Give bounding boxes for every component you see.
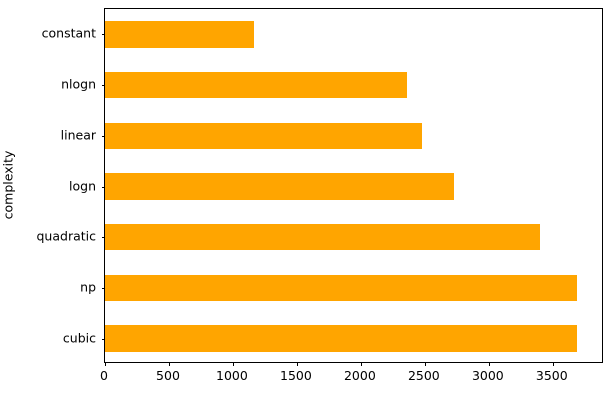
- x-tick-label: 1500: [280, 368, 312, 383]
- x-tick-mark: [552, 362, 554, 366]
- y-tick-mark: [101, 237, 105, 239]
- y-tick-label: linear: [60, 127, 96, 143]
- y-tick-label: logn: [69, 178, 96, 193]
- x-tick-label: 1000: [216, 368, 248, 383]
- x-tick-mark: [105, 362, 107, 366]
- y-axis-tick-labels: constant nlogn linear logn quadratic np cubic: [0, 0, 97, 413]
- x-tick-mark: [360, 362, 362, 366]
- y-tick-label: nlogn: [61, 76, 96, 92]
- bar: [105, 325, 578, 352]
- x-tick-label: 2500: [407, 368, 440, 383]
- x-axis-tick-labels: 0 500 1000 1500 2000 2500 3000 3500: [0, 368, 611, 390]
- y-tick-mark: [101, 85, 105, 87]
- y-tick-label: constant: [41, 25, 96, 41]
- plot-area: [101, 8, 603, 366]
- y-tick-mark: [101, 287, 105, 290]
- x-tick-label: 3000: [471, 368, 504, 383]
- x-tick-label: 2000: [343, 368, 376, 383]
- bar: [105, 274, 578, 302]
- bar: [105, 173, 454, 200]
- x-tick-mark: [424, 362, 426, 366]
- x-tick-label: 500: [156, 368, 180, 383]
- x-tick-label: 0: [100, 368, 108, 383]
- x-tick-mark: [488, 362, 490, 366]
- bar: [105, 21, 255, 48]
- y-tick-mark: [101, 34, 105, 36]
- bar: [105, 224, 541, 251]
- y-tick-mark: [101, 135, 105, 137]
- x-tick-mark: [168, 362, 171, 366]
- y-tick-label: quadratic: [36, 228, 97, 244]
- y-tick-mark: [101, 338, 105, 340]
- y-tick-label: cubic: [62, 330, 96, 346]
- x-tick-mark: [232, 362, 235, 366]
- x-tick-mark: [296, 362, 299, 366]
- y-tick-label: np: [80, 279, 96, 295]
- x-tick-label: 3500: [535, 368, 568, 383]
- bar: [105, 122, 423, 149]
- bar: [105, 71, 407, 99]
- y-tick-mark: [101, 186, 105, 188]
